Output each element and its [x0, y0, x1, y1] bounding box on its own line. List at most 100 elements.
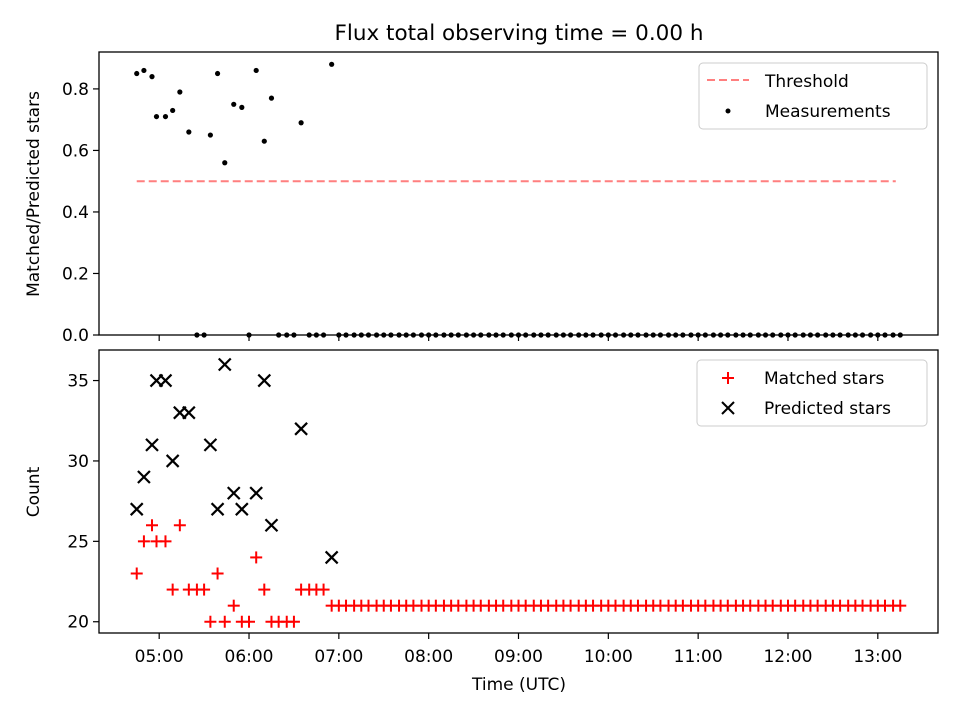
predicted-legend-swatch	[721, 401, 735, 415]
x-axis-label: Time (UTC)	[471, 675, 566, 695]
predicted-star-point	[257, 373, 272, 388]
count-x-tick-label: 11:00	[674, 647, 723, 667]
ratio-x-tick-marks	[158, 335, 879, 341]
measurement-point	[134, 70, 140, 77]
ratio-marks	[134, 61, 903, 338]
ratio-legend-box	[698, 62, 928, 130]
count-x-tick-label: 06:00	[225, 647, 274, 667]
measurement-point	[222, 160, 228, 166]
predicted-star-point-b	[217, 357, 232, 372]
predicted-star-point	[235, 502, 249, 516]
count-y-axis-label: Count	[24, 466, 44, 517]
measurement-point	[186, 129, 192, 135]
measurement-point	[170, 107, 176, 114]
predicted-star-point-b	[210, 502, 225, 516]
predicted-star-point	[210, 502, 225, 516]
matched-star-point	[243, 615, 256, 628]
matched-star-point	[173, 519, 186, 532]
measurement-point	[207, 132, 213, 138]
count-x-ticks: 05:00 06:00 07:00 08:00 09:00 10:00 11:00 12:00…	[135, 633, 902, 667]
predicted-star-point-b	[257, 373, 272, 388]
count-y-tick-label: 30	[67, 452, 89, 472]
count-panel: 20 25 30 35 05:00 06:00 07:00 08:00 09:00 10:00 1…	[24, 349, 939, 695]
count-axes-frame	[98, 349, 939, 634]
ratio-panel: 0.00.20.40.60.8 Matched/Predicted stars …	[24, 51, 939, 346]
measurement-point	[239, 104, 245, 110]
measurement-point	[141, 67, 147, 74]
matched-star-point	[145, 519, 158, 532]
measurement-point	[253, 67, 259, 74]
ratio-y-tick-label: 0.6	[62, 141, 89, 161]
predicted-star-point	[129, 502, 144, 516]
count-legend: Matched stars Predicted stars	[696, 359, 928, 427]
predicted-star-point	[294, 422, 308, 436]
predicted-star-point	[137, 470, 151, 484]
predicted-star-point-b	[249, 486, 263, 500]
ratio-y-axis-label: Matched/Predicted stars	[24, 91, 44, 297]
matched-star-point	[258, 583, 271, 596]
predicted-star-point-b	[137, 470, 151, 484]
count-x-tick-label: 10:00	[584, 647, 633, 667]
predicted-star-point	[324, 550, 339, 565]
count-legend-box	[696, 359, 928, 427]
predicted-star-point-b	[145, 438, 159, 452]
count-x-tick-label: 08:00	[404, 647, 453, 667]
predicted-star-point-b	[203, 438, 218, 452]
count-y-ticks: 20 25 30 35	[67, 372, 99, 633]
predicted-star-point-b	[158, 373, 173, 388]
predicted-star-point	[145, 438, 159, 452]
legend-label-matched: Matched stars	[764, 369, 884, 389]
count-x-tick-label: 13:00	[853, 647, 902, 667]
count-y-tick-label: 35	[67, 372, 89, 392]
count-x-tick-label: 09:00	[494, 647, 543, 667]
matched-star-point	[287, 615, 300, 628]
predicted-star-point	[203, 438, 218, 452]
matched-star-point	[204, 615, 217, 628]
ratio-axes-frame	[98, 51, 939, 336]
measurement-point	[261, 138, 267, 144]
predicted-star-point	[217, 357, 232, 372]
matched-star-point	[317, 583, 330, 596]
measurement-point	[231, 101, 237, 107]
matched-star-point	[894, 599, 907, 612]
measurement-point	[162, 113, 169, 120]
matched-star-point	[250, 551, 263, 564]
predicted-star-point	[165, 454, 180, 468]
matched-star-point	[159, 535, 172, 548]
predicted-star-point-b	[226, 486, 241, 500]
measurement-point	[329, 61, 335, 67]
count-marks	[129, 357, 907, 628]
predicted-star-point	[182, 405, 196, 420]
measurement-point	[214, 70, 221, 77]
predicted-star-point	[249, 486, 263, 500]
predicted-star-point	[158, 373, 173, 388]
ratio-y-ticks: 0.0 0.2 0.4 0.6 0.8	[62, 80, 99, 346]
measurement-point	[177, 89, 183, 95]
count-y-tick-label: 25	[67, 532, 89, 552]
matched-star-point	[198, 583, 211, 596]
matched-star-point	[218, 615, 231, 628]
matched-star-point	[211, 567, 224, 580]
predicted-star-point-b	[235, 502, 249, 516]
legend-label-threshold: Threshold	[764, 72, 849, 92]
count-y-tick-label: 20	[67, 613, 89, 633]
predicted-star-point-b	[324, 550, 339, 565]
ratio-legend: Threshold Measurements	[698, 62, 928, 130]
ratio-y-tick-label: 0.4	[62, 203, 89, 223]
legend-label-measurements: Measurements	[765, 102, 891, 122]
predicted-star-point-b	[165, 454, 180, 468]
matched-star-point	[130, 567, 143, 580]
matched-star-point	[227, 599, 240, 612]
predicted-star-point	[226, 486, 241, 500]
predicted-star-point-b	[129, 502, 144, 516]
predicted-star-point-b	[294, 422, 308, 436]
predicted-star-point	[264, 518, 279, 533]
measurement-point	[268, 95, 275, 101]
count-x-tick-label: 05:00	[135, 647, 184, 667]
ratio-y-tick-label: 0.2	[62, 264, 89, 284]
matched-legend-swatch	[722, 372, 734, 384]
legend-label-predicted: Predicted stars	[764, 399, 891, 419]
figure-title: Flux total observing time = 0.00 h	[335, 21, 704, 46]
matched-star-point	[166, 583, 179, 596]
